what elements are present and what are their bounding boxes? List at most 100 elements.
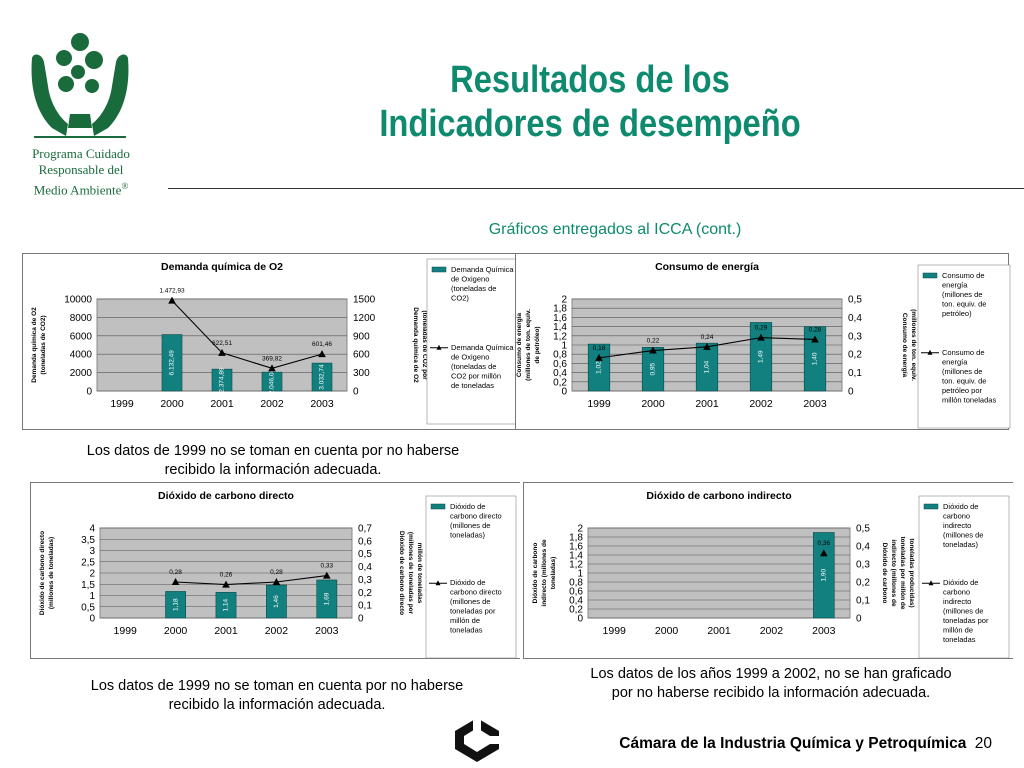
legend-box	[918, 495, 1010, 659]
y-tick-label: 1,4	[569, 551, 583, 562]
legend-line-label: toneladas	[450, 626, 483, 635]
line-point	[272, 578, 281, 585]
legend-line-marker	[435, 580, 441, 586]
legend-line-label: ton. equiv. de	[942, 376, 986, 385]
note-1999-energia: Los datos de 1999 no se toman en cuenta …	[30, 442, 516, 480]
line-value-label: 0,28	[270, 569, 283, 576]
note-3-line-1: Los datos de los años 1999 a 2002, no se…	[590, 666, 952, 682]
bar-value-label: 1,18	[172, 598, 179, 611]
legend-line-label: Dióxido de	[943, 578, 978, 587]
bar-value-label: 1,02	[596, 361, 603, 374]
bar	[165, 591, 186, 619]
series-line	[175, 575, 327, 586]
y-tick-label: 0,2	[569, 605, 583, 616]
camara-logo	[455, 716, 502, 762]
bar-value-label: 1,40	[812, 352, 819, 365]
y-tick-label: 0,8	[553, 350, 567, 361]
y2-tick-label: 600	[353, 350, 370, 361]
footer-organization: Cámara de la Industria Química y Petroqu…	[619, 735, 967, 752]
line-point	[820, 549, 828, 557]
legend-bar-label: Consumo de	[942, 271, 985, 280]
chart-title: Demanda química de O2	[161, 261, 283, 273]
bar	[316, 579, 338, 619]
y2-axis-label: Demanda química de O2	[412, 307, 419, 383]
y-tick-label: 1,2	[569, 560, 583, 571]
chart-co2-indirecto: Dióxido de carbono indirecto00,20,40,60,…	[523, 482, 1013, 659]
y2-tick-label: 0,3	[856, 560, 870, 571]
y-axis-label: (toneladas de CO2)	[40, 315, 47, 374]
chart-panel-consumo-energia: Consumo de energía 0 0,2 0,4 0,6 0,8 1 1,2 1,4 1,…	[515, 253, 1011, 431]
line-value-label: 0,33	[320, 563, 333, 570]
line-point	[703, 342, 711, 350]
title-line-2: Indicadores de desempeño	[379, 103, 801, 145]
y-tick-label: 1,8	[553, 304, 567, 315]
chart-panel-co2-directo: Dióxido de carbono directo 0 0,5 1 1,5 2 2,5 3 3…	[30, 482, 520, 660]
legend-line-label: toneladas	[943, 635, 976, 644]
y2-tick-label: 0	[856, 614, 862, 625]
legend-line-label: millón de	[450, 616, 480, 625]
y2-axis-label: Dióxido de carbono	[881, 543, 888, 604]
y2-tick-label: 0,5	[848, 295, 862, 306]
series-line	[171, 300, 323, 369]
legend-box	[426, 258, 518, 425]
y2-tick-label: 1500	[353, 295, 376, 306]
line-point	[218, 348, 226, 356]
bar-value-label: 1,90	[821, 569, 828, 582]
org-line-2: Responsable del	[38, 162, 124, 177]
y2-tick-label: 0,2	[848, 350, 862, 361]
bar-value-label: 6.132,49	[169, 350, 176, 376]
y2-tick-label: 0,1	[848, 368, 862, 379]
y-tick-label: 0,4	[553, 368, 567, 379]
page-number: 20	[974, 735, 992, 752]
org-line-3-wrap: Medio Ambiente®	[10, 178, 152, 198]
note-1-line-1: Los datos de 1999 no se toman en cuenta …	[86, 443, 460, 459]
bar	[261, 371, 283, 392]
line-point	[595, 353, 603, 361]
y2-axis-label: (millones de ton. equiv.	[910, 309, 917, 381]
x-tick-label: 1999	[114, 625, 138, 637]
y2-axis-label: Consumo de energía	[901, 313, 908, 378]
y-tick-label: 1	[561, 341, 567, 352]
chart-panel-demanda-o2: Demanda química de O2 0 2000 4000 6000 8000 10…	[22, 253, 518, 431]
legend-bar-label: (millones de	[943, 531, 983, 540]
y2-tick-label: 0,1	[856, 596, 870, 607]
y-tick-label: 1,6	[553, 313, 567, 324]
x-tick-label: 2002	[260, 398, 284, 410]
chart-panel-co2-indirecto: Dióxido de carbono indirecto 0 0,2 0,4 0,6 0,…	[523, 482, 1013, 660]
y-tick-label: 0,5	[81, 602, 95, 613]
note-1999-2002: Los datos de los años 1999 a 2002, no se…	[528, 665, 1014, 703]
x-tick-label: 2000	[164, 625, 188, 637]
chart-title: Dióxido de carbono indirecto	[646, 490, 791, 502]
y2-tick-label: 0,4	[848, 313, 862, 324]
page-title: Resultados de los Indicadores de desempe…	[341, 58, 840, 146]
y2-axis-label: (toneladas de CO2 por	[421, 310, 428, 380]
legend-line-label: Consumo de	[942, 348, 985, 357]
note-2-line-1: Los datos de 1999 no se toman en cuenta …	[90, 678, 464, 694]
note-3-line-2: por no haberse recibido la información a…	[611, 685, 931, 701]
x-tick-label: 1999	[110, 398, 134, 410]
legend-line-label: petróleo por	[942, 386, 983, 395]
line-point	[222, 580, 230, 588]
x-tick-label: 2002	[760, 625, 784, 637]
y-tick-label: 0,4	[569, 596, 583, 607]
bar	[266, 584, 287, 619]
y2-tick-label: 0,4	[856, 542, 870, 553]
x-tick-label: 2001	[210, 398, 234, 410]
y-tick-label: 0	[561, 387, 567, 398]
legend-bar-label: energía	[942, 281, 968, 290]
legend-line-label: de Oxigeno	[451, 352, 489, 361]
legend-line-label: (toneladas de	[451, 362, 496, 371]
legend-bar-label: ton. equiv. de	[942, 300, 986, 309]
legend-bar-label: toneladas)	[943, 540, 979, 549]
title-line-1: Resultados de los	[450, 59, 730, 101]
bar-value-label: 1,69	[324, 592, 331, 605]
y2-tick-label: 0,7	[358, 524, 372, 535]
legend-line-label: toneladas por	[943, 616, 989, 625]
legend-line-label: CO2 por millón	[451, 371, 501, 380]
y2-axis-label: toneladas producidas)	[908, 538, 915, 607]
y2-tick-label: 0	[358, 614, 364, 625]
bar	[311, 362, 333, 392]
x-tick-label: 2003	[812, 625, 836, 637]
x-tick-label: 2001	[707, 625, 731, 637]
title-divider	[168, 188, 1024, 189]
